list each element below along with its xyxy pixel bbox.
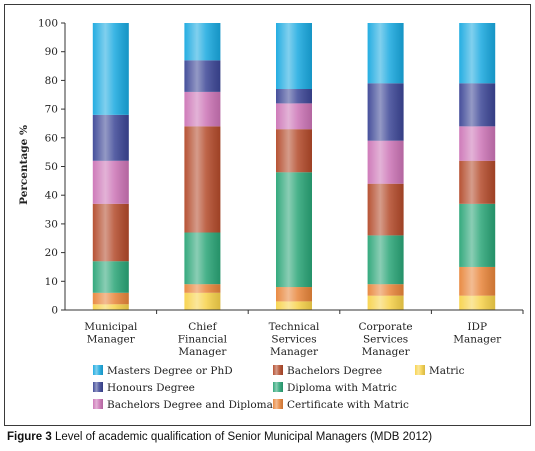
- bar-segment-shading: [184, 91, 221, 127]
- y-tick-label: 30: [45, 218, 58, 230]
- bar-segment-shading: [459, 203, 496, 267]
- bar-segment-shading: [92, 114, 129, 161]
- bar-segment-shading: [367, 83, 404, 141]
- y-tick-label: 60: [45, 132, 58, 144]
- y-tick-label: 40: [45, 190, 58, 202]
- x-category-label: Chief: [188, 321, 217, 333]
- legend-swatch-shading: [273, 382, 283, 392]
- bar-segment-shading: [367, 235, 404, 285]
- bar-segment-shading: [184, 284, 221, 293]
- bar-segment-shading: [367, 295, 404, 310]
- legend-swatch-shading: [93, 365, 103, 375]
- bar-segment-shading: [184, 232, 221, 285]
- caption-text: Level of academic qualification of Senio…: [54, 431, 433, 443]
- bar-segment-shading: [367, 183, 404, 236]
- y-tick-label: 0: [51, 305, 58, 317]
- legend-label-matric: Matric: [429, 365, 465, 377]
- legend-swatch-shading: [273, 365, 283, 375]
- bar-segment-shading: [184, 60, 221, 92]
- legend: Masters Degree or PhD Bachelors Degree Mat…: [93, 365, 465, 411]
- x-category-label: Municipal: [84, 321, 138, 333]
- bar-segment-shading: [459, 160, 496, 204]
- bar-segment-shading: [459, 83, 496, 127]
- legend-swatch-shading: [93, 382, 103, 392]
- x-category-label: Manager: [270, 346, 319, 358]
- legend-label-certificate-with-matric: Certificate with Matric: [287, 399, 409, 411]
- bar-segment-shading: [92, 203, 129, 262]
- x-category-label: Manager: [362, 346, 411, 358]
- bar-segment-shading: [276, 172, 312, 288]
- x-category-label: Services: [363, 334, 408, 346]
- legend-label-bachelors-degree-and-diploma: Bachelors Degree and Diploma: [107, 399, 273, 411]
- bar-segment-shading: [276, 23, 312, 90]
- x-category-label: Technical: [269, 321, 320, 333]
- y-tick-label: 90: [45, 46, 58, 58]
- y-tick-label: 70: [45, 104, 58, 116]
- bar-segment-shading: [184, 292, 221, 310]
- legend-swatch-shading: [273, 399, 283, 409]
- x-category-label: Services: [271, 334, 316, 346]
- bar-segment-shading: [184, 126, 221, 233]
- legend-label-masters-degree-or-phd: Masters Degree or PhD: [107, 365, 233, 377]
- bar-segment-shading: [276, 103, 312, 130]
- y-axis: 0 10 20 30 40 50 60 70 80 90 100: [38, 18, 66, 317]
- bar-segment-shading: [92, 261, 129, 293]
- x-category-label: Manager: [453, 334, 502, 346]
- y-tick-label: 50: [45, 161, 58, 173]
- x-category-label: Manager: [178, 346, 227, 358]
- y-tick-label: 80: [45, 75, 58, 87]
- y-tick-label: 10: [45, 276, 58, 288]
- x-axis: MunicipalManagerChiefFinancialManagerTec…: [65, 309, 524, 358]
- figure-caption: Figure 3 Level of academic qualification…: [7, 431, 432, 443]
- legend-label-diploma-with-matric: Diploma with Matric: [287, 382, 397, 394]
- y-axis-label: Percentage %: [18, 125, 30, 205]
- bar-segment-shading: [92, 160, 129, 204]
- bar-segment-shading: [276, 287, 312, 302]
- bars-group: [92, 23, 496, 310]
- legend-swatch-shading: [415, 365, 425, 375]
- bar-segment-shading: [92, 304, 129, 310]
- bar-segment-shading: [276, 89, 312, 104]
- x-category-label: Manager: [87, 334, 136, 346]
- bar-segment-shading: [276, 301, 312, 310]
- caption-label: Figure 3: [7, 431, 52, 443]
- bar-segment-shading: [92, 292, 129, 305]
- bar-segment-shading: [367, 284, 404, 296]
- y-tick-label: 20: [45, 247, 58, 259]
- bar-segment-shading: [459, 266, 496, 296]
- bar-segment-shading: [367, 140, 404, 184]
- x-category-label: Corporate: [359, 321, 413, 333]
- x-category-label: IDP: [467, 321, 487, 333]
- legend-swatch-shading: [93, 399, 103, 409]
- bar-segment-shading: [367, 23, 404, 84]
- legend-label-honours-degree: Honours Degree: [107, 382, 195, 394]
- legend-label-bachelors-degree: Bachelors Degree: [287, 365, 382, 377]
- bar-segment-shading: [459, 23, 496, 84]
- x-category-label: Financial: [178, 334, 228, 346]
- bar-segment-shading: [92, 23, 129, 115]
- stacked-bar-chart: Percentage % 0 10 20 30 40 50 60 70 80 90 100 Muni…: [18, 18, 524, 411]
- y-tick-label: 100: [38, 18, 58, 30]
- bar-segment-shading: [184, 23, 221, 61]
- figure-frame: Percentage % 0 10 20 30 40 50 60 70 80 90 100 Muni…: [4, 4, 531, 426]
- bar-segment-shading: [459, 295, 496, 310]
- bar-segment-shading: [459, 126, 496, 161]
- bar-segment-shading: [276, 129, 312, 173]
